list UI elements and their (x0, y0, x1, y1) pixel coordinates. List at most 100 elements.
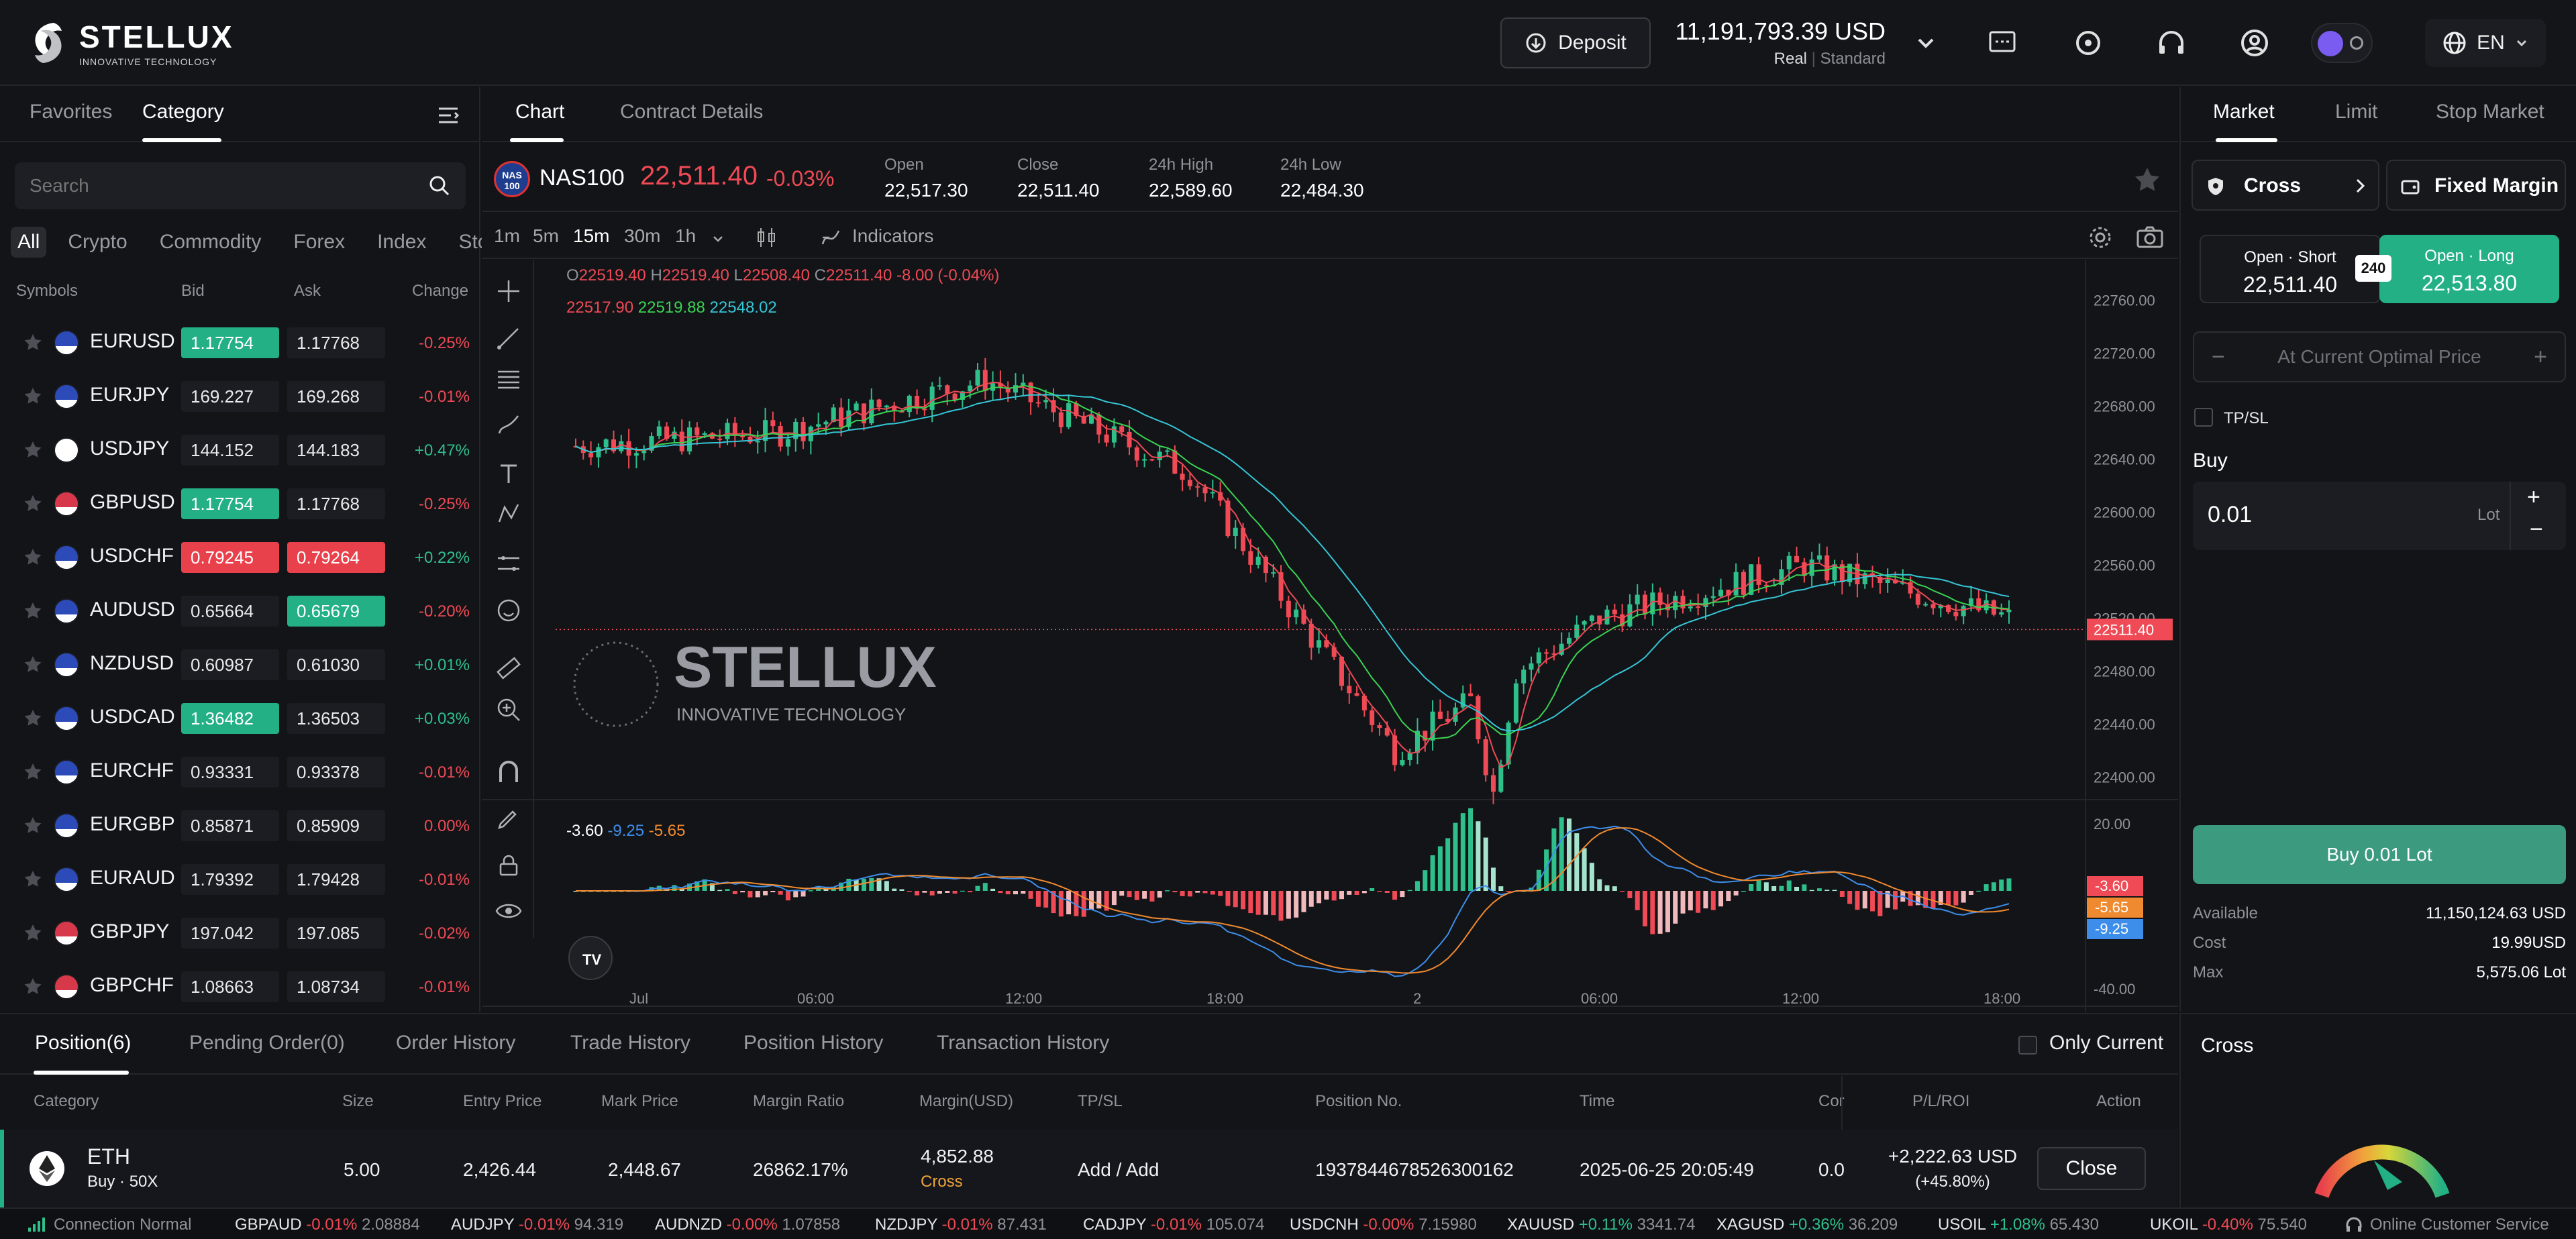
message-icon[interactable] (1986, 27, 2018, 59)
trend-line-icon[interactable] (495, 325, 522, 352)
favorite-star-icon[interactable] (23, 386, 43, 407)
tab-transaction-history[interactable]: Transaction History (937, 1032, 1110, 1054)
ask-price[interactable]: 1.79428 (287, 864, 385, 895)
category-commodity[interactable]: Commodity (159, 231, 262, 253)
measure-icon[interactable] (495, 550, 522, 577)
ask-price[interactable]: 1.17768 (287, 488, 385, 519)
bid-price[interactable]: 169.227 (181, 381, 279, 412)
margin-mode-selector[interactable]: Cross (2192, 160, 2379, 211)
tab-favorites[interactable]: Favorites (30, 101, 113, 123)
only-current-checkbox[interactable] (2018, 1036, 2037, 1055)
category-all[interactable]: All (11, 227, 47, 258)
symbol-row[interactable]: GBPCHF 1.08663 1.08734 -0.01% (0, 959, 480, 1013)
favorite-star-icon[interactable] (23, 440, 43, 460)
symbol-row[interactable]: EURGBP 0.85871 0.85909 0.00% (0, 798, 480, 852)
symbol-row[interactable]: EURJPY 169.227 169.268 -0.01% (0, 369, 480, 423)
favorite-star-icon[interactable] (23, 547, 43, 568)
timeframe-15m[interactable]: 15m (573, 225, 610, 246)
search-icon[interactable] (428, 174, 451, 197)
text-tool-icon[interactable] (495, 460, 522, 487)
footer-ticker[interactable]: USOIL +1.08% 65.430 (1938, 1216, 2099, 1234)
open-short-button[interactable]: Open · Short 22,511.40 (2200, 235, 2381, 303)
footer-ticker[interactable]: NZDJPY -0.01% 87.431 (875, 1216, 1047, 1234)
tab-pending-orders[interactable]: Pending Order(0) (189, 1032, 345, 1054)
footer-ticker[interactable]: GBPAUD -0.01% 2.08884 (235, 1216, 420, 1234)
symbol-row[interactable]: USDCHF 0.79245 0.79264 +0.22% (0, 530, 480, 584)
bid-price[interactable]: 144.152 (181, 435, 279, 466)
category-crypto[interactable]: Crypto (68, 231, 127, 253)
transfer-icon[interactable] (2072, 27, 2104, 59)
lot-value[interactable]: 0.01 (2208, 502, 2253, 527)
favorite-star-icon[interactable] (23, 333, 43, 353)
plus-icon[interactable]: + (2534, 343, 2547, 370)
favorite-star-icon[interactable] (2132, 165, 2162, 195)
tab-position-history[interactable]: Position History (743, 1032, 884, 1054)
crosshair-icon[interactable] (495, 278, 522, 305)
category-forex[interactable]: Forex (293, 231, 346, 253)
timeframe-30m[interactable]: 30m (624, 225, 661, 246)
symbol-row[interactable]: NZDUSD 0.60987 0.61030 +0.01% (0, 637, 480, 691)
favorite-star-icon[interactable] (23, 816, 43, 836)
bid-price[interactable]: 0.93331 (181, 757, 279, 788)
symbol-row[interactable]: EURCHF 0.93331 0.93378 -0.01% (0, 745, 480, 798)
tab-stop-market[interactable]: Stop Market (2436, 101, 2544, 123)
tab-limit[interactable]: Limit (2335, 101, 2378, 123)
timeframe-5m[interactable]: 5m (533, 225, 559, 246)
footer-ticker[interactable]: XAGUSD +0.36% 36.209 (1716, 1216, 1898, 1234)
brush-icon[interactable] (495, 411, 522, 437)
ask-price[interactable]: 0.93378 (287, 757, 385, 788)
tab-category[interactable]: Category (142, 101, 224, 123)
theme-toggle[interactable] (2311, 23, 2373, 63)
bid-price[interactable]: 0.79245 (181, 542, 279, 573)
favorite-star-icon[interactable] (23, 977, 43, 997)
tab-order-history[interactable]: Order History (396, 1032, 516, 1054)
favorite-star-icon[interactable] (23, 708, 43, 729)
lot-input[interactable]: 0.01 Lot + − (2193, 482, 2566, 550)
timeframe-1h[interactable]: 1h (675, 225, 697, 246)
ticker-symbol[interactable]: NAS100 (539, 165, 625, 191)
ask-price[interactable]: 0.65679 (287, 596, 385, 627)
favorite-star-icon[interactable] (23, 762, 43, 782)
favorite-star-icon[interactable] (23, 655, 43, 675)
headset-icon[interactable] (2155, 27, 2187, 59)
magnet-icon[interactable] (495, 759, 522, 786)
close-position-button[interactable]: Close (2037, 1147, 2146, 1190)
tab-chart[interactable]: Chart (515, 101, 565, 123)
lock-icon[interactable] (495, 852, 522, 879)
open-long-button[interactable]: Open · Long 22,513.80 (2379, 235, 2559, 303)
search-input[interactable] (30, 175, 405, 197)
bid-price[interactable]: 1.79392 (181, 864, 279, 895)
account-balance[interactable]: 11,191,793.39 USD Real | Standard (1664, 17, 1886, 68)
bid-price[interactable]: 1.36482 (181, 703, 279, 734)
minus-icon[interactable]: − (2212, 343, 2225, 370)
symbol-row[interactable]: GBPJPY 197.042 197.085 -0.02% (0, 906, 480, 959)
ask-price[interactable]: 1.17768 (287, 327, 385, 358)
emoji-icon[interactable] (495, 597, 522, 624)
tpsl-checkbox[interactable] (2194, 408, 2213, 427)
user-profile-icon[interactable] (2238, 27, 2271, 59)
horizontal-lines-icon[interactable] (495, 365, 522, 392)
settings-gear-icon[interactable] (2087, 224, 2114, 251)
search-box[interactable] (15, 162, 466, 209)
tab-trade-history[interactable]: Trade History (570, 1032, 690, 1054)
price-chart[interactable]: 22760.00 22720.00 22680.00 22640.00 22600.00… (482, 260, 2178, 1012)
tab-positions[interactable]: Position(6) (35, 1032, 132, 1054)
margin-type-selector[interactable]: Fixed Margin (2386, 160, 2566, 211)
category-index[interactable]: Index (377, 231, 427, 253)
brand-logo[interactable]: STELLUX INNOVATIVE TECHNOLOGY (27, 17, 234, 68)
favorite-star-icon[interactable] (23, 601, 43, 621)
list-filter-icon[interactable] (435, 102, 462, 129)
footer-ticker[interactable]: XAUUSD +0.11% 3341.74 (1507, 1216, 1696, 1234)
footer-ticker[interactable]: UKOIL -0.40% 75.540 (2150, 1216, 2307, 1234)
ask-price[interactable]: 0.85909 (287, 810, 385, 841)
chevron-down-icon[interactable] (710, 231, 726, 247)
position-tpsl-add[interactable]: Add / Add (1078, 1159, 1160, 1180)
indicators-button[interactable]: Indicators (852, 225, 934, 246)
lot-decrease-button[interactable]: − (2530, 517, 2543, 542)
language-selector[interactable]: EN (2425, 19, 2546, 67)
bid-price[interactable]: 1.08663 (181, 971, 279, 1002)
timeframe-1m[interactable]: 1m (494, 225, 520, 246)
tab-contract-details[interactable]: Contract Details (620, 101, 764, 123)
favorite-star-icon[interactable] (23, 923, 43, 943)
candlestick-type-icon[interactable] (753, 224, 780, 251)
